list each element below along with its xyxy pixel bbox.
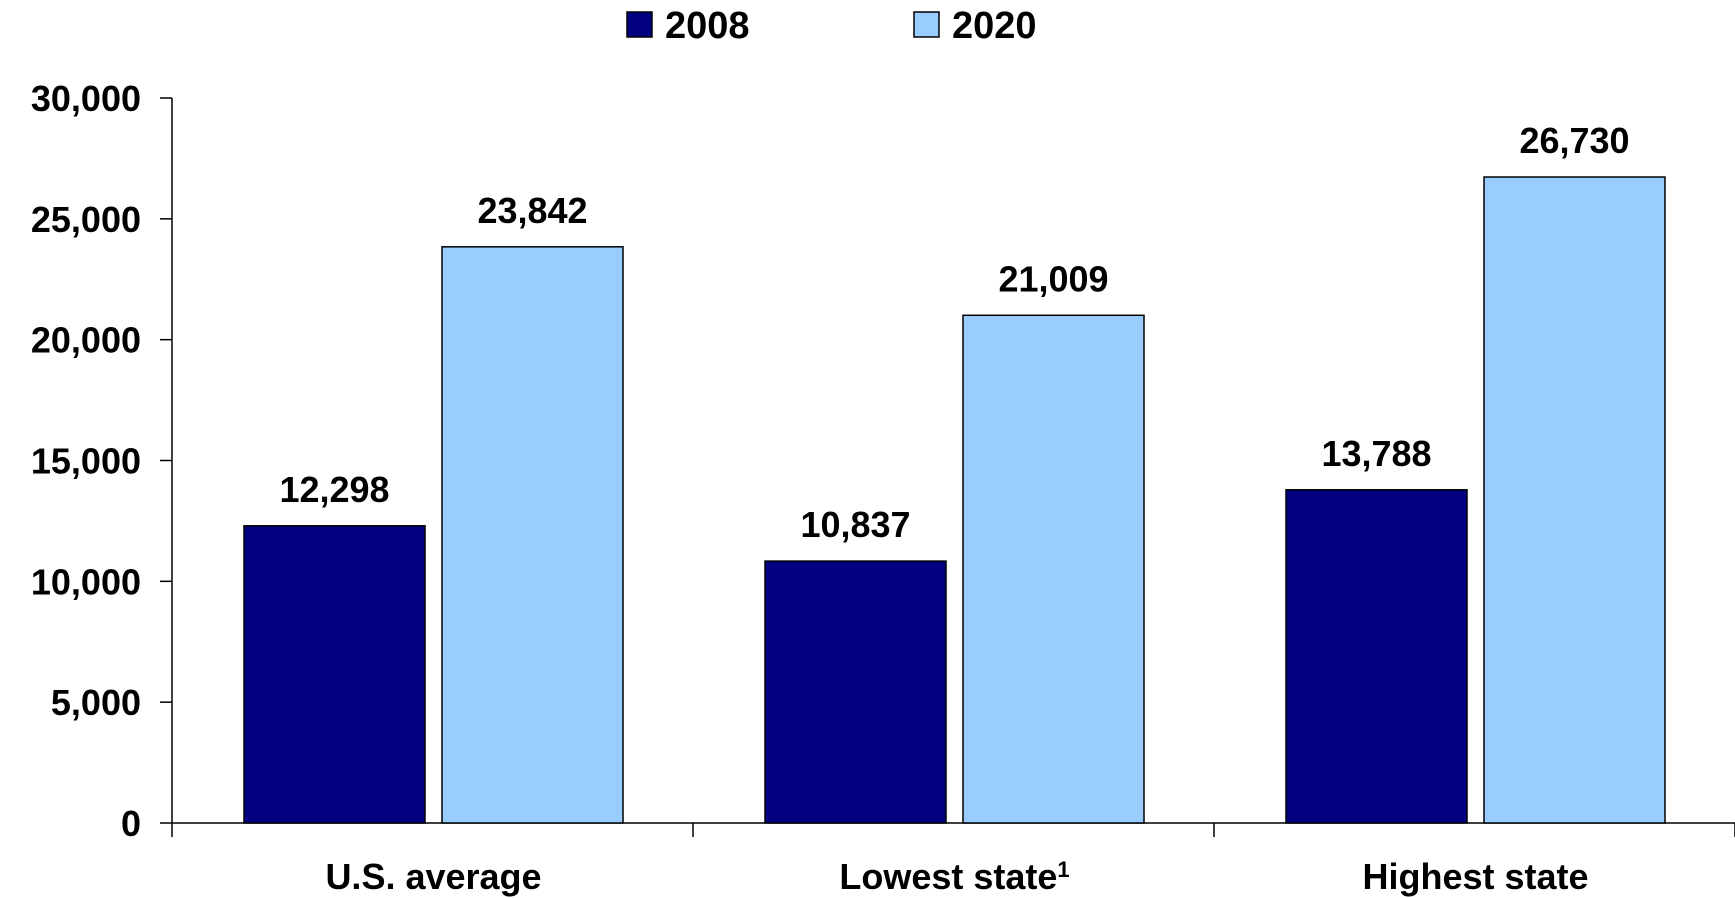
x-category-label-text: Highest state xyxy=(1362,856,1588,897)
x-category-label: Highest state xyxy=(1362,856,1588,897)
data-label: 26,730 xyxy=(1519,120,1629,161)
data-label: 21,009 xyxy=(998,258,1108,299)
y-tick-label: 25,000 xyxy=(31,199,141,240)
y-tick-label: 10,000 xyxy=(31,561,141,602)
bar-2020-2 xyxy=(1483,176,1666,824)
y-tick-label: 0 xyxy=(121,803,141,844)
y-tick-label: 20,000 xyxy=(31,320,141,361)
footnote-marker: 1 xyxy=(1057,857,1069,882)
bar-2008-0 xyxy=(243,525,426,824)
y-axis: 0 5,000 10,000 15,000 20,000 25,000 30,000 xyxy=(31,78,173,844)
x-category-label: Lowest state1 xyxy=(839,856,1069,897)
x-category-label-text: Lowest state xyxy=(839,856,1057,897)
y-tick-label: 30,000 xyxy=(31,78,141,119)
bar-2020-0 xyxy=(441,246,624,824)
x-category-label-text: U.S. average xyxy=(325,856,541,897)
data-label: 23,842 xyxy=(477,190,587,231)
data-label: 10,837 xyxy=(800,504,910,545)
y-tick-label: 5,000 xyxy=(51,682,141,723)
x-axis: U.S. average Lowest state1 Highest state xyxy=(171,822,1735,897)
legend-label: 2008 xyxy=(665,5,750,47)
bars: 12,298 23,842 10,837 21,009 13,788 26,730 xyxy=(243,120,1666,824)
data-label: 13,788 xyxy=(1321,433,1431,474)
legend-label: 2020 xyxy=(952,5,1037,47)
data-label: 12,298 xyxy=(279,469,389,510)
legend-swatch-2008 xyxy=(626,11,653,38)
x-category-label: U.S. average xyxy=(325,856,541,897)
y-tick-label: 15,000 xyxy=(31,441,141,482)
legend-swatch-2020 xyxy=(913,11,940,38)
legend: 2008 2020 xyxy=(626,5,1037,47)
bar-2020-1 xyxy=(962,314,1145,824)
bar-2008-1 xyxy=(764,560,947,824)
bar-2008-2 xyxy=(1285,489,1468,824)
